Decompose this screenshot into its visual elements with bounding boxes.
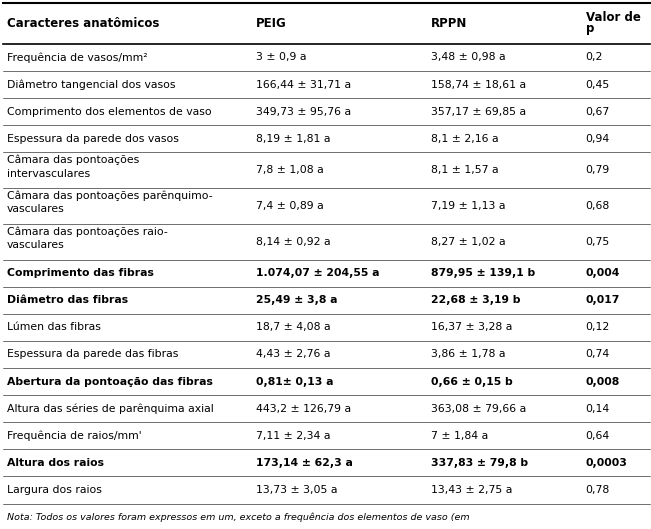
Text: 0,0003: 0,0003 [586,458,628,468]
Text: 13,73 ± 3,05 a: 13,73 ± 3,05 a [256,485,337,495]
Text: Frequência de vasos/mm²: Frequência de vasos/mm² [7,52,148,62]
Text: 0,64: 0,64 [586,431,610,441]
Text: 8,19 ± 1,81 a: 8,19 ± 1,81 a [256,134,331,144]
Text: Espessura da parede das fibras: Espessura da parede das fibras [7,350,178,360]
Text: 3,86 ± 1,78 a: 3,86 ± 1,78 a [430,350,505,360]
Text: 158,74 ± 18,61 a: 158,74 ± 18,61 a [430,79,526,89]
Text: 4,43 ± 2,76 a: 4,43 ± 2,76 a [256,350,331,360]
Text: Comprimento dos elementos de vaso: Comprimento dos elementos de vaso [7,107,212,116]
Text: 0,45: 0,45 [586,79,610,89]
Text: 0,12: 0,12 [586,322,610,332]
Text: 22,68 ± 3,19 b: 22,68 ± 3,19 b [430,295,520,305]
Text: 1.074,07 ± 204,55 a: 1.074,07 ± 204,55 a [256,268,380,278]
Text: 8,14 ± 0,92 a: 8,14 ± 0,92 a [256,236,331,247]
Text: 0,004: 0,004 [586,268,620,278]
Text: 363,08 ± 79,66 a: 363,08 ± 79,66 a [430,404,526,414]
Text: 0,81± 0,13 a: 0,81± 0,13 a [256,377,333,387]
Text: Diâmetro tangencial dos vasos: Diâmetro tangencial dos vasos [7,79,176,90]
Text: Câmara das pontoações
intervasculares: Câmara das pontoações intervasculares [7,155,139,179]
Text: 0,94: 0,94 [586,134,610,144]
Text: 7,11 ± 2,34 a: 7,11 ± 2,34 a [256,431,331,441]
Text: 0,008: 0,008 [586,377,620,387]
Text: 357,17 ± 69,85 a: 357,17 ± 69,85 a [430,107,526,116]
Text: Altura das séries de parênquima axial: Altura das séries de parênquima axial [7,404,214,414]
Text: 25,49 ± 3,8 a: 25,49 ± 3,8 a [256,295,337,305]
Text: 337,83 ± 79,8 b: 337,83 ± 79,8 b [430,458,528,468]
Text: p: p [586,22,594,35]
Text: Espessura da parede dos vasos: Espessura da parede dos vasos [7,134,179,144]
Text: 0,68: 0,68 [586,201,610,211]
Text: RPPN: RPPN [430,17,467,30]
Text: 0,79: 0,79 [586,165,610,175]
Text: Lúmen das fibras: Lúmen das fibras [7,322,101,332]
Text: Câmara das pontoações parênquimo-
vasculares: Câmara das pontoações parênquimo- vascul… [7,190,213,214]
Text: 16,37 ± 3,28 a: 16,37 ± 3,28 a [430,322,512,332]
Text: 13,43 ± 2,75 a: 13,43 ± 2,75 a [430,485,512,495]
Text: Nota: Todos os valores foram expressos em um, exceto a frequência dos elementos : Nota: Todos os valores foram expressos e… [7,512,470,522]
Text: 0,017: 0,017 [586,295,620,305]
Text: PEIG: PEIG [256,17,287,30]
Text: 0,66 ± 0,15 b: 0,66 ± 0,15 b [430,377,512,387]
Text: Altura dos raios: Altura dos raios [7,458,104,468]
Text: Caracteres anatômicos: Caracteres anatômicos [7,17,159,30]
Text: 3 ± 0,9 a: 3 ± 0,9 a [256,52,307,62]
Text: 8,1 ± 1,57 a: 8,1 ± 1,57 a [430,165,498,175]
Text: 0,78: 0,78 [586,485,610,495]
Text: Largura dos raios: Largura dos raios [7,485,102,495]
Text: Abertura da pontoação das fibras: Abertura da pontoação das fibras [7,377,213,387]
Text: 879,95 ± 139,1 b: 879,95 ± 139,1 b [430,268,535,278]
Text: 0,75: 0,75 [586,236,610,247]
Text: 7,19 ± 1,13 a: 7,19 ± 1,13 a [430,201,505,211]
Text: 0,2: 0,2 [586,52,603,62]
Text: Diâmetro das fibras: Diâmetro das fibras [7,295,128,305]
Text: 0,67: 0,67 [586,107,610,116]
Text: 173,14 ± 62,3 a: 173,14 ± 62,3 a [256,458,353,468]
Text: 7,4 ± 0,89 a: 7,4 ± 0,89 a [256,201,324,211]
Text: 166,44 ± 31,71 a: 166,44 ± 31,71 a [256,79,351,89]
Text: 7 ± 1,84 a: 7 ± 1,84 a [430,431,488,441]
Text: 7,8 ± 1,08 a: 7,8 ± 1,08 a [256,165,324,175]
Text: Comprimento das fibras: Comprimento das fibras [7,268,154,278]
Text: Câmara das pontoações raio-
vasculares: Câmara das pontoações raio- vasculares [7,226,168,250]
Text: 0,14: 0,14 [586,404,610,414]
Text: 443,2 ± 126,79 a: 443,2 ± 126,79 a [256,404,351,414]
Text: 3,48 ± 0,98 a: 3,48 ± 0,98 a [430,52,505,62]
Text: Valor de: Valor de [586,11,641,24]
Text: 18,7 ± 4,08 a: 18,7 ± 4,08 a [256,322,331,332]
Text: 8,27 ± 1,02 a: 8,27 ± 1,02 a [430,236,505,247]
Text: 0,74: 0,74 [586,350,610,360]
Text: 8,1 ± 2,16 a: 8,1 ± 2,16 a [430,134,498,144]
Text: 349,73 ± 95,76 a: 349,73 ± 95,76 a [256,107,351,116]
Text: Frequência de raios/mm': Frequência de raios/mm' [7,431,142,441]
